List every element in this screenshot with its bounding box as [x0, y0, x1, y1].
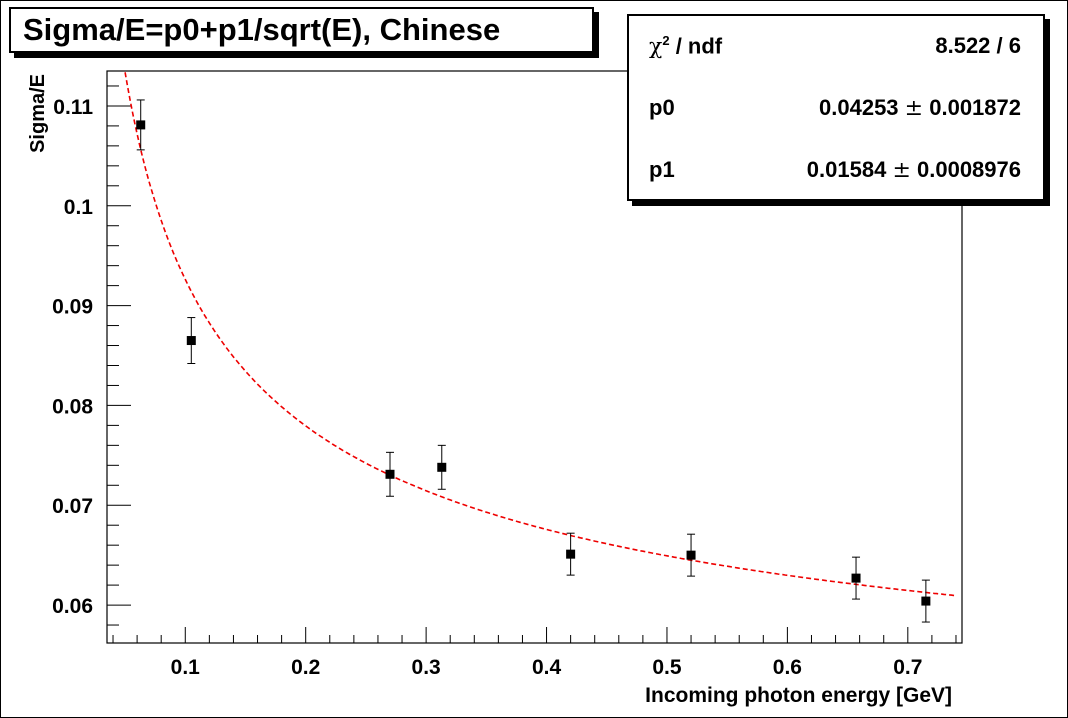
data-point [136, 120, 146, 130]
stat-name-p1: p1 [649, 157, 675, 182]
stat-row-p1: p1 0.01584 ± 0.0008976 [629, 140, 1043, 200]
fit-statistics-box: χ2 / ndf 8.522 / 6 p0 0.04253 ± 0.001872… [627, 14, 1045, 201]
x-tick-label: 0.2 [291, 656, 320, 679]
data-point [851, 573, 861, 583]
x-axis-label: Incoming photon energy [GeV] [645, 684, 952, 707]
data-point [186, 336, 196, 346]
p1-error: 0.0008976 [917, 157, 1021, 182]
y-tick-label: 0.06 [52, 595, 93, 618]
fit-curve [124, 72, 957, 597]
data-point [921, 596, 931, 606]
x-tick-label: 0.3 [412, 656, 441, 679]
y-tick-label: 0.1 [64, 196, 94, 219]
stat-value-p0: 0.04253 ± 0.001872 [819, 95, 1021, 121]
chi-label: / ndf [675, 33, 723, 59]
data-point [437, 462, 447, 472]
stat-value-p1: 0.01584 ± 0.0008976 [807, 157, 1021, 183]
stat-row-chi2: χ2 / ndf 8.522 / 6 [629, 16, 1043, 76]
stat-value-chi2: 8.522 / 6 [935, 33, 1021, 58]
chi-exponent: 2 [662, 33, 670, 48]
plus-minus-symbol: ± [892, 158, 911, 183]
y-tick-label: 0.11 [53, 96, 93, 119]
p1-value: 0.01584 [806, 157, 887, 182]
stat-name-p0: p0 [649, 95, 675, 120]
y-tick-label: 0.09 [52, 296, 93, 319]
x-tick-label: 0.7 [893, 656, 922, 679]
plot-frame [106, 70, 963, 644]
stat-name-chi2: χ2 / ndf [649, 33, 722, 59]
x-tick-label: 0.4 [532, 656, 562, 679]
x-tick-label: 0.1 [171, 656, 201, 679]
chart-title: Sigma/E=p0+p1/sqrt(E), Chinese [9, 7, 594, 53]
plus-minus-symbol: ± [904, 96, 924, 121]
p0-error: 0.001872 [929, 95, 1021, 120]
y-tick-label: 0.07 [52, 495, 93, 518]
p0-value: 0.04253 [819, 95, 899, 120]
data-point [566, 549, 576, 559]
x-tick-label: 0.6 [773, 656, 802, 679]
chi-symbol: χ [649, 34, 663, 60]
data-point [686, 550, 696, 560]
x-tick-label: 0.5 [652, 656, 682, 679]
data-point [385, 469, 395, 479]
y-tick-label: 0.08 [52, 395, 93, 418]
y-axis-label: Sigma/E [27, 74, 49, 153]
stat-row-p0: p0 0.04253 ± 0.001872 [629, 78, 1043, 138]
